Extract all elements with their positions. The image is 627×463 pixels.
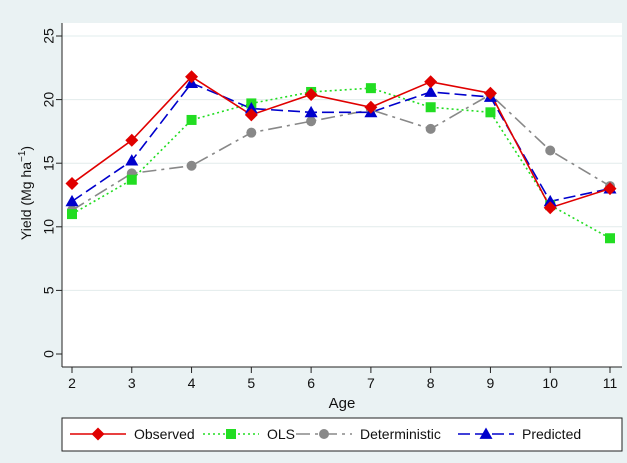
y-axis-label: Yield (Mg ha−1): [17, 146, 34, 240]
legend-marker-observed: [91, 427, 105, 441]
data-point-ols: [485, 107, 496, 118]
data-point-ols: [425, 102, 436, 113]
data-point-deterministic: [246, 127, 257, 138]
series-line-deterministic: [71, 93, 611, 211]
data-point-ols: [67, 209, 77, 220]
x-tick-label: 11: [603, 375, 618, 391]
legend-label-observed: Observed: [134, 426, 195, 442]
legend-marker-deterministic: [319, 429, 329, 439]
data-point-observed: [125, 133, 139, 147]
x-tick-label: 8: [427, 375, 435, 391]
data-point-deterministic: [186, 160, 197, 171]
data-point-predicted: [543, 194, 557, 207]
data-point-observed: [364, 100, 378, 114]
data-point-observed: [424, 75, 438, 89]
x-tick-label: 9: [487, 375, 495, 391]
data-point-predicted: [65, 194, 79, 207]
data-point-observed: [304, 88, 318, 102]
series-line-observed: [71, 75, 611, 209]
data-point-observed: [483, 86, 497, 100]
y-axis-label-main: Yield (Mg ha: [18, 162, 34, 240]
data-point-observed: [65, 177, 79, 191]
data-point-observed: [185, 70, 199, 84]
y-tick-label: 0: [41, 350, 57, 358]
data-point-ols: [365, 83, 376, 94]
x-tick-label: 10: [542, 375, 558, 391]
data-point-observed: [244, 108, 258, 122]
y-tick-label: 15: [41, 155, 57, 171]
data-point-ols: [605, 233, 615, 244]
data-point-ols: [126, 174, 137, 185]
data-point-ols: [186, 114, 197, 125]
legend-label-deterministic: Deterministic: [360, 426, 441, 442]
x-tick-label: 7: [367, 375, 375, 391]
y-tick-label: 25: [41, 28, 57, 44]
data-point-deterministic: [545, 145, 556, 156]
y-axis-label-superscript: −1: [17, 150, 28, 162]
x-tick-label: 5: [247, 375, 255, 391]
x-tick-label: 4: [188, 375, 196, 391]
data-point-predicted: [424, 85, 438, 97]
data-point-deterministic: [425, 123, 436, 134]
legend-label-predicted: Predicted: [522, 426, 581, 442]
data-point-deterministic: [306, 116, 317, 127]
x-tick-label: 3: [128, 375, 136, 391]
y-axis-label-close: ): [18, 146, 34, 151]
y-tick-label: 10: [41, 219, 57, 235]
data-point-observed: [543, 201, 557, 215]
legend-label-ols: OLS: [267, 426, 295, 442]
legend-marker-predicted: [479, 427, 493, 439]
x-tick-label: 6: [307, 375, 315, 391]
data-point-observed: [603, 182, 617, 196]
y-tick-label: 20: [41, 92, 57, 108]
data-point-predicted: [125, 154, 139, 166]
series-line-ols: [71, 87, 611, 239]
x-tick-label: 2: [68, 375, 76, 391]
plot-area: [62, 23, 622, 367]
legend-marker-ols: [226, 429, 236, 439]
y-tick-label: 5: [41, 286, 57, 294]
data-point-predicted: [304, 105, 318, 118]
x-axis-label: Age: [329, 395, 356, 412]
data-point-predicted: [244, 102, 258, 114]
